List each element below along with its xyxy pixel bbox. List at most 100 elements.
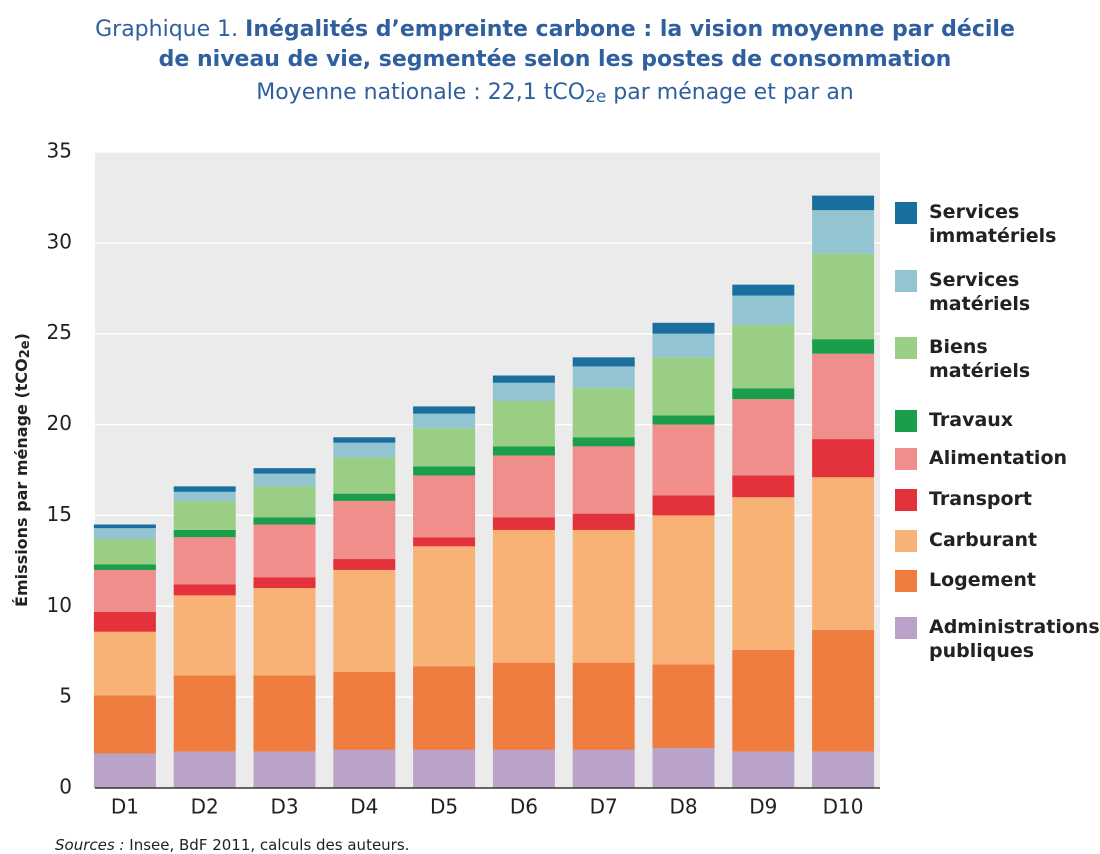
chart-title: Graphique 1. Inégalités d’empreinte carb… <box>95 17 1015 42</box>
bar-segment <box>732 399 795 476</box>
bar-segment <box>333 559 396 570</box>
x-tick-label: D2 <box>191 795 219 819</box>
y-tick-label: 15 <box>47 502 72 526</box>
bar-segment <box>253 517 316 525</box>
bar-segment <box>253 588 316 676</box>
bar-segment <box>492 400 555 447</box>
bar-segment <box>173 491 236 501</box>
bar-segment <box>173 486 236 492</box>
bar-segment <box>173 529 236 538</box>
bar-segment <box>812 751 875 788</box>
bar-segment <box>732 751 795 788</box>
bar-segment <box>173 675 236 752</box>
bar-segment <box>93 695 156 754</box>
y-tick-label: 0 <box>59 775 72 799</box>
bar-segment <box>492 455 555 518</box>
subtitle: Moyenne nationale : 22,1 tCO2e par ménag… <box>256 80 854 107</box>
bar-segment <box>812 195 875 211</box>
bar-segment <box>93 569 156 612</box>
bar-segment <box>93 753 156 788</box>
bar-segment <box>413 666 476 750</box>
bar-segment <box>732 649 795 752</box>
legend-swatch <box>895 489 917 511</box>
y-tick-label: 25 <box>47 320 72 344</box>
legend-swatch <box>895 202 917 224</box>
bar-segment <box>413 428 476 467</box>
y-axis-title: Émissions par ménage (tCO2e) <box>12 333 33 607</box>
legend-label: Administrations publiques <box>929 616 1100 662</box>
bar-segment <box>93 564 156 570</box>
x-tick-label: D6 <box>510 795 538 819</box>
bar-segment <box>652 424 715 496</box>
bar-segment <box>812 629 875 752</box>
legend-label: Services matériels <box>929 269 1031 315</box>
bar-segment <box>93 631 156 696</box>
bar-segment <box>812 210 875 254</box>
bar-segment <box>652 333 715 358</box>
bar-segment <box>572 388 635 438</box>
bar-segment <box>492 446 555 456</box>
bar-segment <box>253 675 316 752</box>
bar-segment <box>253 577 316 589</box>
legend-label: Services immatériels <box>929 201 1057 247</box>
bar-segment <box>492 382 555 401</box>
bar-segment <box>812 339 875 354</box>
bar-segment <box>572 529 635 663</box>
bar-segment <box>413 475 476 538</box>
bar-segment <box>413 413 476 429</box>
x-tick-label: D8 <box>669 795 697 819</box>
bar-segment <box>572 366 635 389</box>
legend-item: Alimentation <box>895 446 1094 470</box>
bar-segment <box>333 493 396 501</box>
bar-segment <box>413 466 476 476</box>
bar-segment <box>253 468 316 474</box>
legend-item: Biens matériels <box>895 335 1094 383</box>
bar-segment <box>253 473 316 487</box>
x-tick-label: D1 <box>111 795 139 819</box>
legend-swatch <box>895 448 917 470</box>
bar-segment <box>333 569 396 672</box>
bar-segment <box>812 253 875 340</box>
bar-segment <box>812 439 875 478</box>
bar-segment <box>652 357 715 416</box>
bar-segment <box>333 442 396 458</box>
y-tick-label: 5 <box>59 684 72 708</box>
y-tick-label: 10 <box>47 593 72 617</box>
bar-segment <box>652 495 715 516</box>
bar-segment <box>732 295 795 325</box>
bar-segment <box>413 749 476 788</box>
bar-segment <box>732 324 795 389</box>
bar-segment <box>253 486 316 518</box>
bar-segment <box>173 537 236 585</box>
x-tick-label: D5 <box>430 795 458 819</box>
x-tick-label: D7 <box>590 795 618 819</box>
bar-segment <box>173 751 236 788</box>
bar-segment <box>492 517 555 530</box>
x-tick-label: D4 <box>350 795 378 819</box>
legend-swatch <box>895 410 917 432</box>
legend-swatch <box>895 617 917 639</box>
bar-segment <box>413 406 476 414</box>
legend-item: Carburant <box>895 528 1094 552</box>
chart-title: de niveau de vie, segmentée selon les po… <box>159 47 952 72</box>
bar-segment <box>492 749 555 788</box>
bar-segment <box>253 524 316 578</box>
bar-segment <box>572 749 635 788</box>
legend-label: Biens matériels <box>929 336 1031 382</box>
bar-segment <box>413 546 476 667</box>
bar-segment <box>333 671 396 750</box>
legend-item: Services immatériels <box>895 200 1094 248</box>
legend-swatch <box>895 530 917 552</box>
legend-label: Transport <box>929 488 1033 510</box>
bar-segment <box>253 751 316 788</box>
bar-segment <box>572 662 635 750</box>
bar-segment <box>333 500 396 560</box>
x-tick-label: D10 <box>823 795 864 819</box>
legend-label: Travaux <box>929 409 1014 431</box>
x-tick-label: D3 <box>270 795 298 819</box>
legend-item: Services matériels <box>895 268 1094 316</box>
y-tick-label: 30 <box>47 229 72 253</box>
bars <box>93 195 875 788</box>
source: Sources : Insee, BdF 2011, calculs des a… <box>55 836 409 854</box>
